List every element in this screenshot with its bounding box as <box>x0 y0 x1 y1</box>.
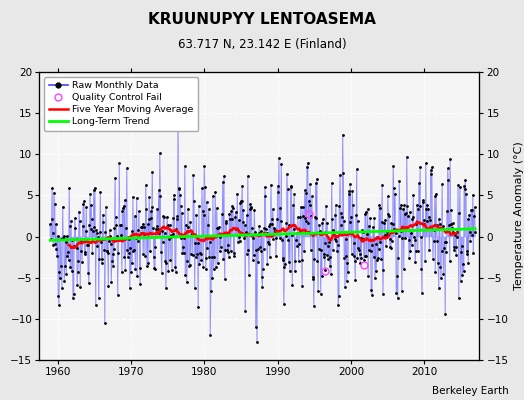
Y-axis label: Temperature Anomaly (°C): Temperature Anomaly (°C) <box>514 142 524 290</box>
Legend: Raw Monthly Data, Quality Control Fail, Five Year Moving Average, Long-Term Tren: Raw Monthly Data, Quality Control Fail, … <box>44 77 199 131</box>
Text: KRUUNUPYY LENTOASEMA: KRUUNUPYY LENTOASEMA <box>148 12 376 27</box>
Text: Berkeley Earth: Berkeley Earth <box>432 386 508 396</box>
Text: 63.717 N, 23.142 E (Finland): 63.717 N, 23.142 E (Finland) <box>178 38 346 51</box>
